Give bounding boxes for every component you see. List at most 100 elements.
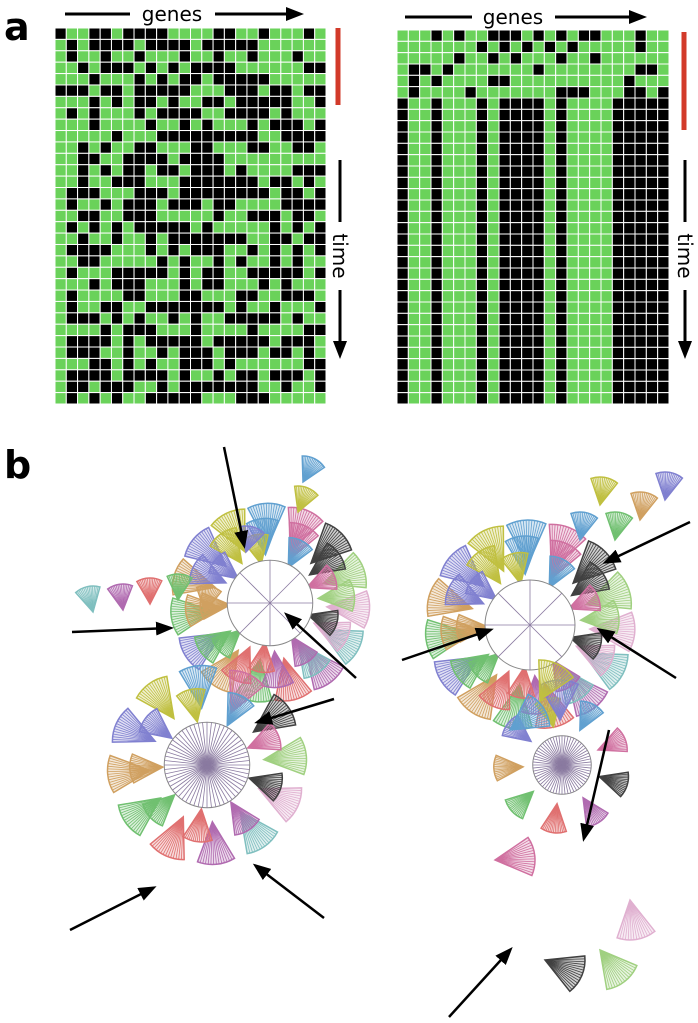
matrix-cell [431,268,442,279]
matrix-cell [292,62,303,73]
matrix-cell [145,222,156,233]
matrix-cell [646,291,657,302]
matrix-cell [646,155,657,166]
matrix-cell [499,234,510,245]
matrix-cell [66,222,77,233]
matrix-cell [315,62,326,73]
matrix-cell [315,233,326,244]
matrix-cell [578,291,589,302]
matrix-cell [408,75,419,86]
matrix-cell [590,75,601,86]
matrix-cell [100,142,111,153]
matrix-cell [442,370,453,381]
matrix-cell [556,234,567,245]
matrix-cell [556,30,567,41]
matrix-cell [179,131,190,142]
matrix-cell [510,257,521,268]
panel-label: b [4,443,31,487]
matrix-cell [303,28,314,39]
matrix-cell [578,370,589,381]
matrix-cell [510,291,521,302]
matrix-cell [224,188,235,199]
matrix-cell [191,313,202,324]
matrix-cell [55,165,66,176]
matrix-cell [315,370,326,381]
matrix-cell [646,245,657,256]
matrix-cell [408,336,419,347]
matrix-cell [191,279,202,290]
matrix-cell [157,313,168,324]
matrix-cell [315,85,326,96]
matrix-cell [635,302,646,313]
matrix-cell [89,62,100,73]
matrix-cell [157,176,168,187]
matrix-cell [601,393,612,404]
matrix-cell [488,245,499,256]
matrix-cell [78,279,89,290]
matrix-cell [270,165,281,176]
matrix-cell [578,347,589,358]
matrix-cell [303,233,314,244]
matrix-cell [567,211,578,222]
matrix-cell [179,176,190,187]
matrix-cell [533,325,544,336]
matrix-cell [236,62,247,73]
matrix-cell [533,189,544,200]
matrix-cell [556,302,567,313]
matrix-cell [168,290,179,301]
matrix-cell [123,358,134,369]
matrix-cell [488,359,499,370]
matrix-cell [420,87,431,98]
y-axis-label: time [328,233,352,278]
matrix-cell [281,74,292,85]
matrix-cell [303,188,314,199]
matrix-cell [488,370,499,381]
matrix-cell [202,96,213,107]
matrix-cell [292,381,303,392]
matrix-cell [315,39,326,50]
matrix-cell [635,30,646,41]
matrix-cell [533,53,544,64]
matrix-cell [179,370,190,381]
matrix-cell [476,359,487,370]
matrix-cell [454,30,465,41]
matrix-cell [499,347,510,358]
matrix-cell [465,75,476,86]
matrix-cell [145,290,156,301]
matrix-cell [567,291,578,302]
matrix-cell [123,142,134,153]
matrix-cell [100,370,111,381]
matrix-cell [157,131,168,142]
matrix-cell [420,268,431,279]
matrix-cell [476,155,487,166]
matrix-cell [100,324,111,335]
matrix-cell [224,256,235,267]
matrix-cell [590,30,601,41]
matrix-cell [465,132,476,143]
matrix-cell [55,142,66,153]
matrix-cell [100,267,111,278]
matrix-cell [258,358,269,369]
matrix-cell [157,199,168,210]
matrix-cell [624,155,635,166]
matrix-cell [145,313,156,324]
matrix-cell [111,279,122,290]
matrix-cell [111,62,122,73]
matrix-cell [315,74,326,85]
matrix-cell [454,347,465,358]
matrix-cell [465,177,476,188]
matrix-cell [303,279,314,290]
matrix-cell [236,244,247,255]
matrix-cell [78,256,89,267]
matrix-cell [55,108,66,119]
matrix-cell [213,96,224,107]
tail [302,456,324,482]
matrix-cell [236,256,247,267]
matrix-cell [522,143,533,154]
matrix-cell [522,393,533,404]
matrix-cell [658,211,669,222]
matrix-cell [123,279,134,290]
matrix-cell [145,142,156,153]
matrix-cell [145,324,156,335]
matrix-cell [658,41,669,52]
